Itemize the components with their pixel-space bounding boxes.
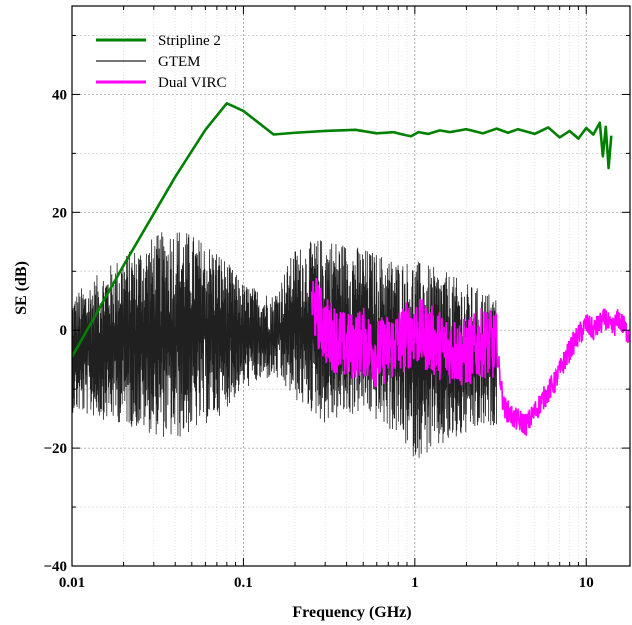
legend-entry-gtem-label: GTEM bbox=[158, 54, 201, 70]
x-axis-label: Frequency (GHz) bbox=[292, 604, 411, 621]
tick-labels: 0.01 0.1 1 10 −40 −20 0 20 40 bbox=[43, 87, 593, 591]
series-line-stripline-2 bbox=[72, 101, 613, 358]
series-line-dual-virc bbox=[310, 277, 631, 436]
x-tick-label: 1 bbox=[411, 575, 419, 591]
legend-entry-dual-virc-label: Dual VIRC bbox=[158, 75, 226, 91]
x-tick-label: 0.01 bbox=[59, 575, 85, 591]
y-tick-label: 0 bbox=[60, 323, 68, 339]
plot-frame bbox=[71, 5, 631, 567]
y-tick-label: 20 bbox=[52, 205, 67, 221]
y-tick-label: −40 bbox=[43, 559, 67, 575]
legend: Stripline 2 GTEM Dual VIRC bbox=[96, 33, 226, 91]
series-layer bbox=[72, 101, 631, 458]
legend-entry-stripline-2-label: Stripline 2 bbox=[158, 33, 221, 49]
x-tick-label: 10 bbox=[579, 575, 594, 591]
x-tick-label: 0.1 bbox=[234, 575, 253, 591]
y-tick-label: 40 bbox=[52, 87, 67, 103]
grid bbox=[71, 6, 630, 567]
y-axis-label: SE (dB) bbox=[13, 261, 30, 315]
ticks bbox=[71, 6, 630, 567]
y-tick-label: −20 bbox=[43, 441, 67, 457]
